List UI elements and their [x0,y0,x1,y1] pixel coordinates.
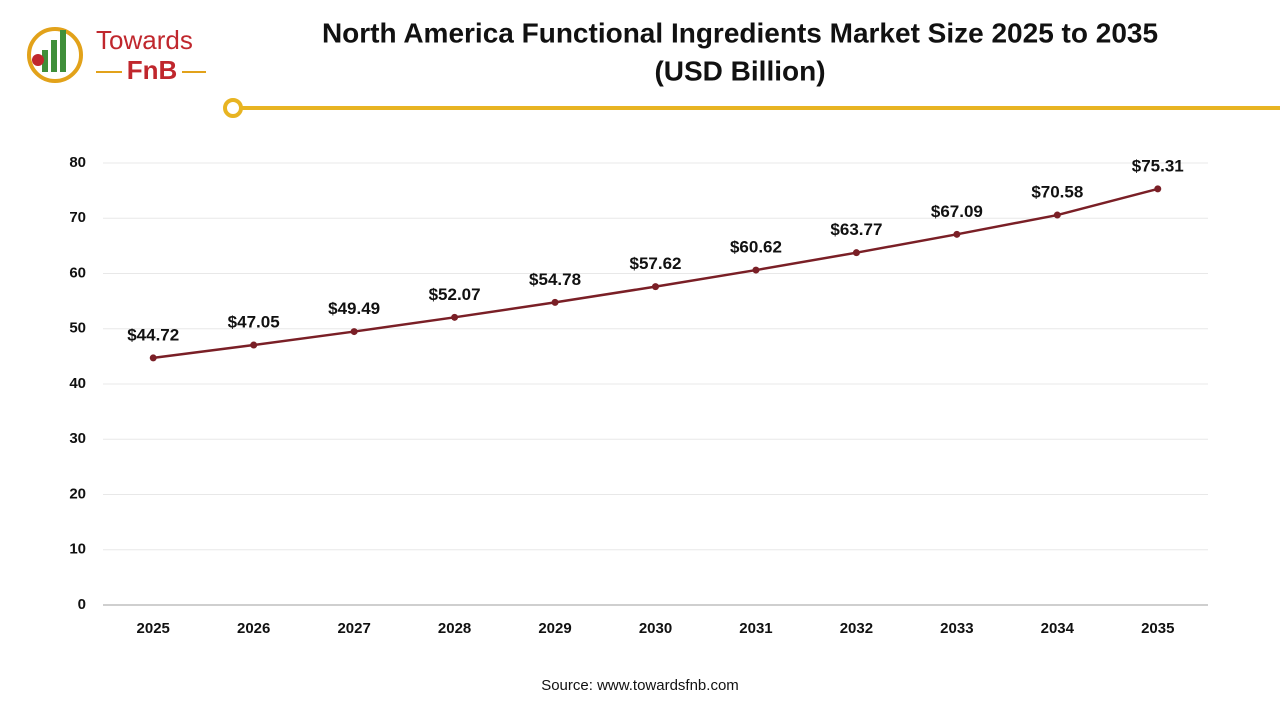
logo-dot [32,54,44,66]
y-tick-label: 0 [78,596,86,613]
logo-bar [42,50,48,72]
value-label: $75.31 [1132,156,1184,175]
value-label: $49.49 [328,299,380,318]
point [350,328,358,336]
point [551,298,559,306]
y-tick-label: 70 [69,209,86,226]
x-tick-label: 2035 [1141,620,1174,637]
value-label: $67.09 [931,202,983,221]
logo-bar [51,40,57,72]
chart-title: North America Functional Ingredients Mar… [322,17,1158,48]
value-label: $57.62 [630,254,682,273]
y-tick-label: 10 [69,541,86,558]
point [652,283,659,291]
value-label: $70.58 [1031,183,1083,202]
logo-text: Towards [96,25,193,55]
y-tick-label: 20 [69,485,86,502]
point [149,354,157,362]
x-tick-label: 2027 [337,620,370,637]
value-label: $52.07 [429,285,481,304]
x-tick-label: 2033 [940,620,973,637]
logo-ring [27,27,83,83]
x-tick-label: 2025 [137,620,170,637]
x-tick-label: 2031 [739,620,772,637]
point [451,313,459,321]
logo-text: FnB [127,55,178,85]
y-tick-label: 80 [69,154,86,171]
chart-title: (USD Billion) [654,55,825,86]
x-tick-label: 2030 [639,620,672,637]
x-tick-label: 2034 [1041,620,1075,637]
point [752,266,760,274]
source: Source: www.towardsfnb.com [541,677,739,694]
point [1154,185,1162,193]
value-label: $54.78 [529,270,581,289]
header-rule-dot [223,98,243,118]
point [852,249,860,257]
y-tick-label: 50 [69,320,86,337]
point [953,230,961,238]
value-label: $60.62 [730,238,782,257]
y-tick-label: 40 [69,375,86,392]
x-tick-label: 2026 [237,620,270,637]
point [250,341,258,349]
y-tick-label: 60 [69,264,86,281]
value-label: $44.72 [127,325,179,344]
x-tick-label: 2032 [840,620,873,637]
point [1053,211,1061,219]
logo: Towards FnB [27,25,206,85]
x-tick-label: 2029 [538,620,571,637]
value-label: $47.05 [228,313,280,332]
y-tick-label: 30 [69,430,86,447]
value-label: $63.77 [830,220,882,239]
logo-bar [60,30,66,72]
x-tick-label: 2028 [438,620,471,637]
